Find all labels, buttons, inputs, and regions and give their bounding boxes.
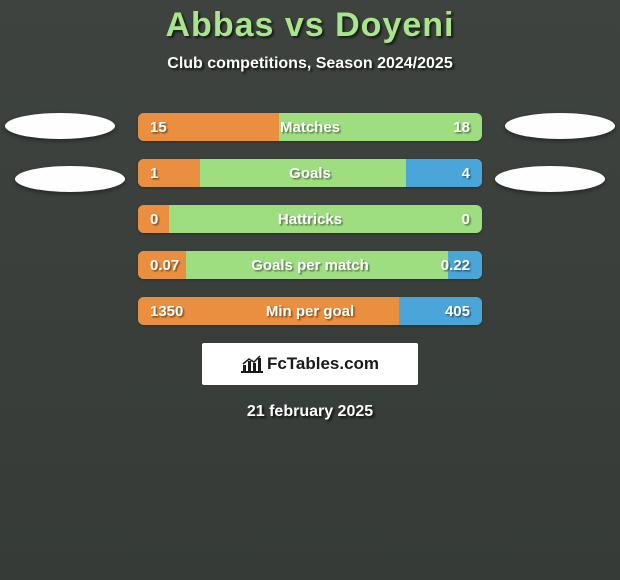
subtitle: Club competitions, Season 2024/2025 — [0, 55, 620, 73]
stat-label: Hattricks — [138, 205, 482, 233]
stat-label: Goals per match — [138, 251, 482, 279]
brand-chart-icon — [241, 355, 263, 373]
brand-box: FcTables.com — [202, 343, 418, 385]
date-label: 21 february 2025 — [0, 403, 620, 421]
brand: FcTables.com — [241, 354, 379, 374]
stat-label: Min per goal — [138, 297, 482, 325]
player-left-avatar-1 — [5, 113, 115, 139]
player-right-avatar-1 — [505, 113, 615, 139]
brand-text: FcTables.com — [267, 354, 379, 374]
stat-row: 00Hattricks — [138, 205, 482, 233]
stat-row: 14Goals — [138, 159, 482, 187]
page-title: Abbas vs Doyeni — [0, 0, 620, 45]
player-right-avatar-2 — [495, 166, 605, 192]
chart-area: 1518Matches 14Goals 00Hattricks 0.070.22Goa… — [0, 113, 620, 325]
stat-rows: 1518Matches 14Goals 00Hattricks 0.070.22Goa… — [138, 113, 482, 325]
stat-label: Goals — [138, 159, 482, 187]
stat-row: 1350405Min per goal — [138, 297, 482, 325]
stat-row: 1518Matches — [138, 113, 482, 141]
player-left-avatar-2 — [15, 166, 125, 192]
stat-label: Matches — [138, 113, 482, 141]
stat-row: 0.070.22Goals per match — [138, 251, 482, 279]
